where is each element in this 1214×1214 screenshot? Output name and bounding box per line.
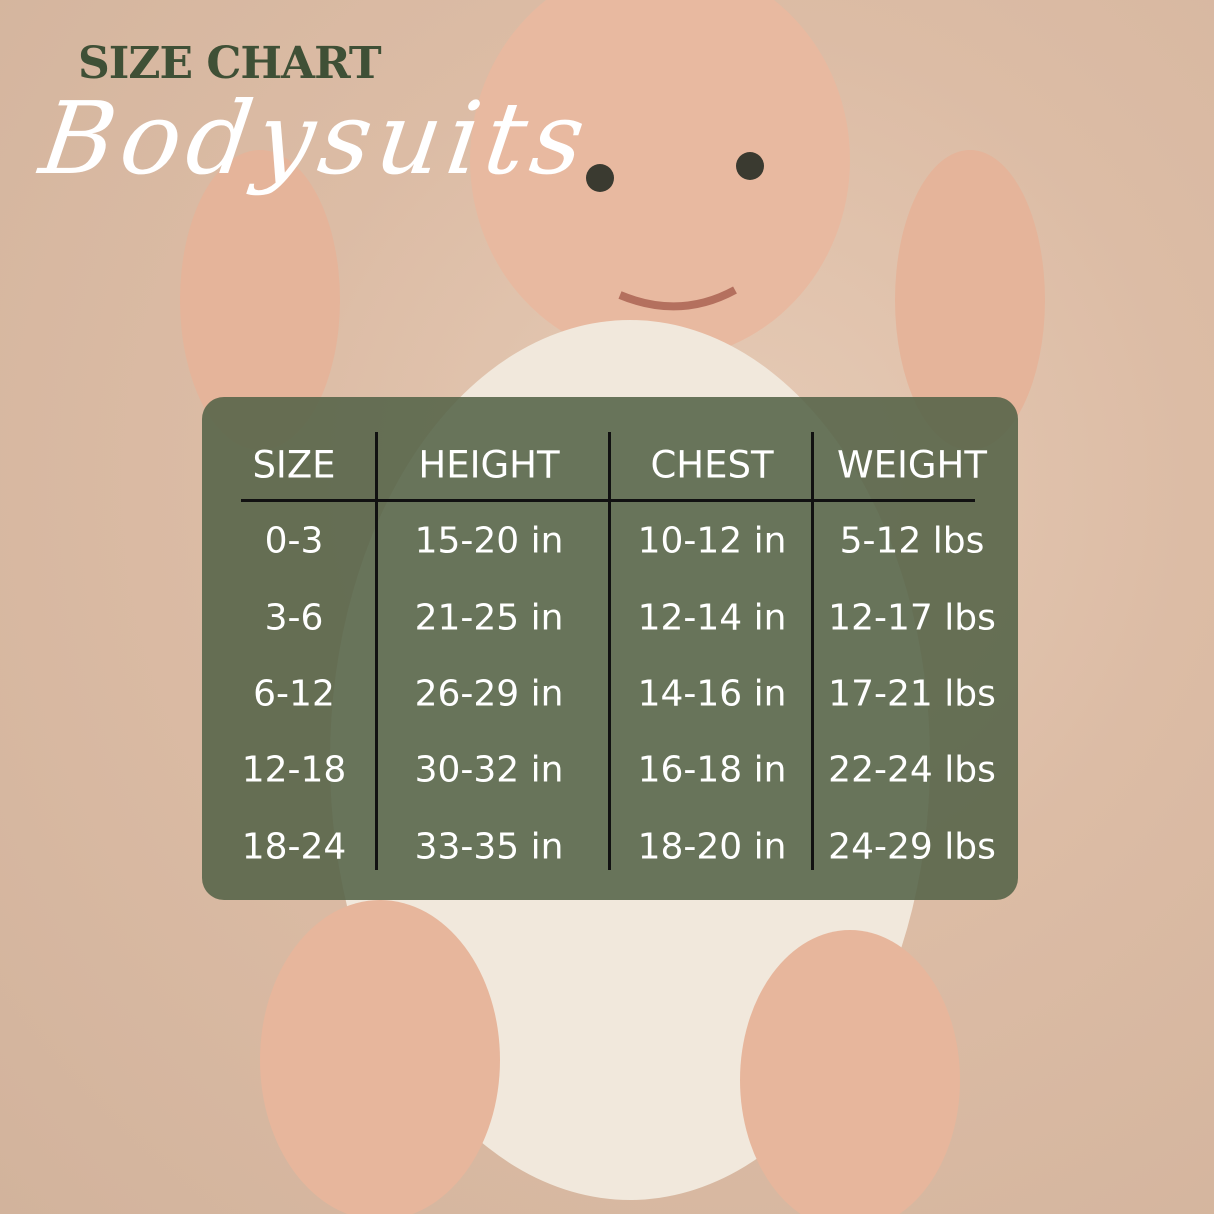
header-weight: WEIGHT (837, 443, 987, 487)
cell-size: 18-24 (241, 826, 347, 868)
cell-height: 33-35 in (414, 826, 564, 868)
cell-chest: 14-16 in (637, 673, 787, 715)
cell-chest: 18-20 in (637, 826, 787, 868)
title: SIZE CHART (78, 38, 382, 89)
cell-height: 21-25 in (414, 597, 564, 639)
cell-height: 15-20 in (414, 520, 564, 562)
subtitle: Bodysuits (33, 80, 598, 197)
baby-mouth (618, 286, 737, 311)
column-divider (811, 432, 814, 870)
cell-size: 12-18 (241, 749, 347, 791)
column-divider (375, 432, 378, 870)
cell-weight: 24-29 lbs (828, 826, 996, 868)
cell-height: 30-32 in (414, 749, 564, 791)
cell-weight: 22-24 lbs (828, 749, 996, 791)
header-chest: CHEST (650, 443, 774, 487)
cell-size: 6-12 (253, 673, 335, 715)
baby-eye (736, 152, 764, 180)
baby-left-arm (180, 150, 340, 450)
cell-chest: 10-12 in (637, 520, 787, 562)
cell-chest: 16-18 in (637, 749, 787, 791)
baby-head (470, 0, 850, 360)
header-divider (241, 499, 975, 502)
header-height: HEIGHT (418, 443, 560, 487)
cell-weight: 17-21 lbs (828, 673, 996, 715)
baby-leg (260, 900, 500, 1214)
cell-weight: 5-12 lbs (839, 520, 985, 562)
column-divider (608, 432, 611, 870)
header-size: SIZE (252, 443, 336, 487)
cell-chest: 12-14 in (637, 597, 787, 639)
cell-size: 3-6 (264, 597, 324, 639)
cell-size: 0-3 (264, 520, 324, 562)
baby-right-arm (895, 150, 1045, 450)
cell-height: 26-29 in (414, 673, 564, 715)
baby-leg (740, 930, 960, 1214)
cell-weight: 12-17 lbs (828, 597, 996, 639)
baby-eye (586, 164, 614, 192)
